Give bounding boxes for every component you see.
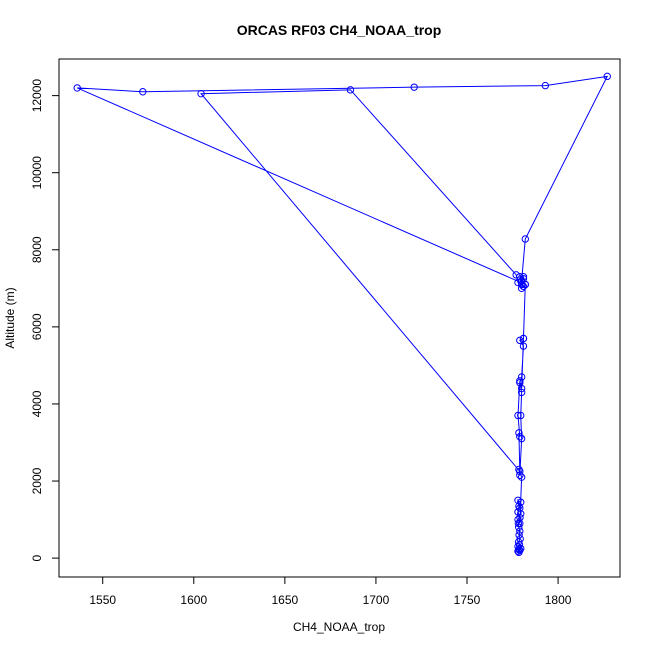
data-point bbox=[517, 388, 526, 397]
data-point bbox=[521, 235, 529, 243]
data-point bbox=[519, 273, 528, 281]
x-axis: 1550 1600 1650 1700 1750 1800 bbox=[89, 576, 572, 607]
data-point bbox=[541, 81, 550, 90]
data-point bbox=[515, 429, 523, 437]
x-tick-label: 1650 bbox=[272, 593, 299, 607]
y-tick-label: 12000 bbox=[30, 79, 44, 113]
data-point bbox=[516, 467, 524, 476]
data-point bbox=[515, 523, 523, 531]
x-tick-label: 1750 bbox=[454, 593, 481, 607]
chart-title: ORCAS RF03 CH4_NOAA_trop bbox=[237, 22, 442, 38]
data-point bbox=[517, 411, 525, 420]
data-point bbox=[516, 273, 524, 281]
x-tick-label: 1600 bbox=[180, 593, 207, 607]
data-point bbox=[514, 542, 522, 551]
y-axis: 0 2000 4000 6000 8000 10000 12000 bbox=[30, 79, 60, 561]
data-point bbox=[516, 535, 524, 543]
data-point bbox=[519, 334, 528, 343]
data-point bbox=[516, 504, 524, 512]
x-tick-label: 1550 bbox=[89, 593, 116, 607]
y-axis-label: Altitude (m) bbox=[3, 287, 17, 348]
data-point bbox=[512, 271, 520, 279]
data-point bbox=[197, 89, 205, 98]
data-point bbox=[514, 496, 522, 504]
y-tick-label: 2000 bbox=[30, 467, 44, 494]
y-tick-label: 4000 bbox=[30, 390, 44, 417]
data-point bbox=[516, 377, 524, 385]
data-point bbox=[519, 342, 528, 350]
x-axis-label: CH4_NOAA_trop bbox=[293, 620, 385, 634]
data-point bbox=[516, 471, 524, 479]
y-tick-label: 6000 bbox=[30, 313, 44, 340]
data-point bbox=[346, 86, 355, 94]
data-point bbox=[517, 373, 526, 381]
data-point bbox=[517, 384, 526, 393]
data-point bbox=[514, 411, 522, 420]
series-layer bbox=[73, 72, 611, 557]
y-tick-label: 10000 bbox=[30, 156, 44, 190]
data-point bbox=[516, 527, 524, 535]
data-point bbox=[410, 83, 418, 91]
data-point bbox=[517, 280, 526, 289]
data-point bbox=[517, 434, 526, 443]
data-point bbox=[517, 510, 525, 518]
x-tick-label: 1700 bbox=[363, 593, 390, 607]
y-tick-label: 8000 bbox=[30, 236, 44, 263]
data-point bbox=[514, 515, 522, 524]
x-tick-label: 1800 bbox=[545, 593, 572, 607]
data-point bbox=[519, 282, 528, 291]
data-point bbox=[139, 88, 147, 96]
data-point bbox=[516, 519, 524, 528]
data-point bbox=[517, 284, 526, 293]
data-point bbox=[603, 72, 611, 81]
plot-frame bbox=[58, 58, 621, 578]
data-point bbox=[515, 531, 523, 539]
data-point bbox=[516, 336, 524, 345]
y-tick-label: 0 bbox=[30, 554, 44, 561]
series-line bbox=[77, 75, 609, 553]
data-point bbox=[73, 84, 81, 92]
data-point bbox=[516, 433, 524, 441]
